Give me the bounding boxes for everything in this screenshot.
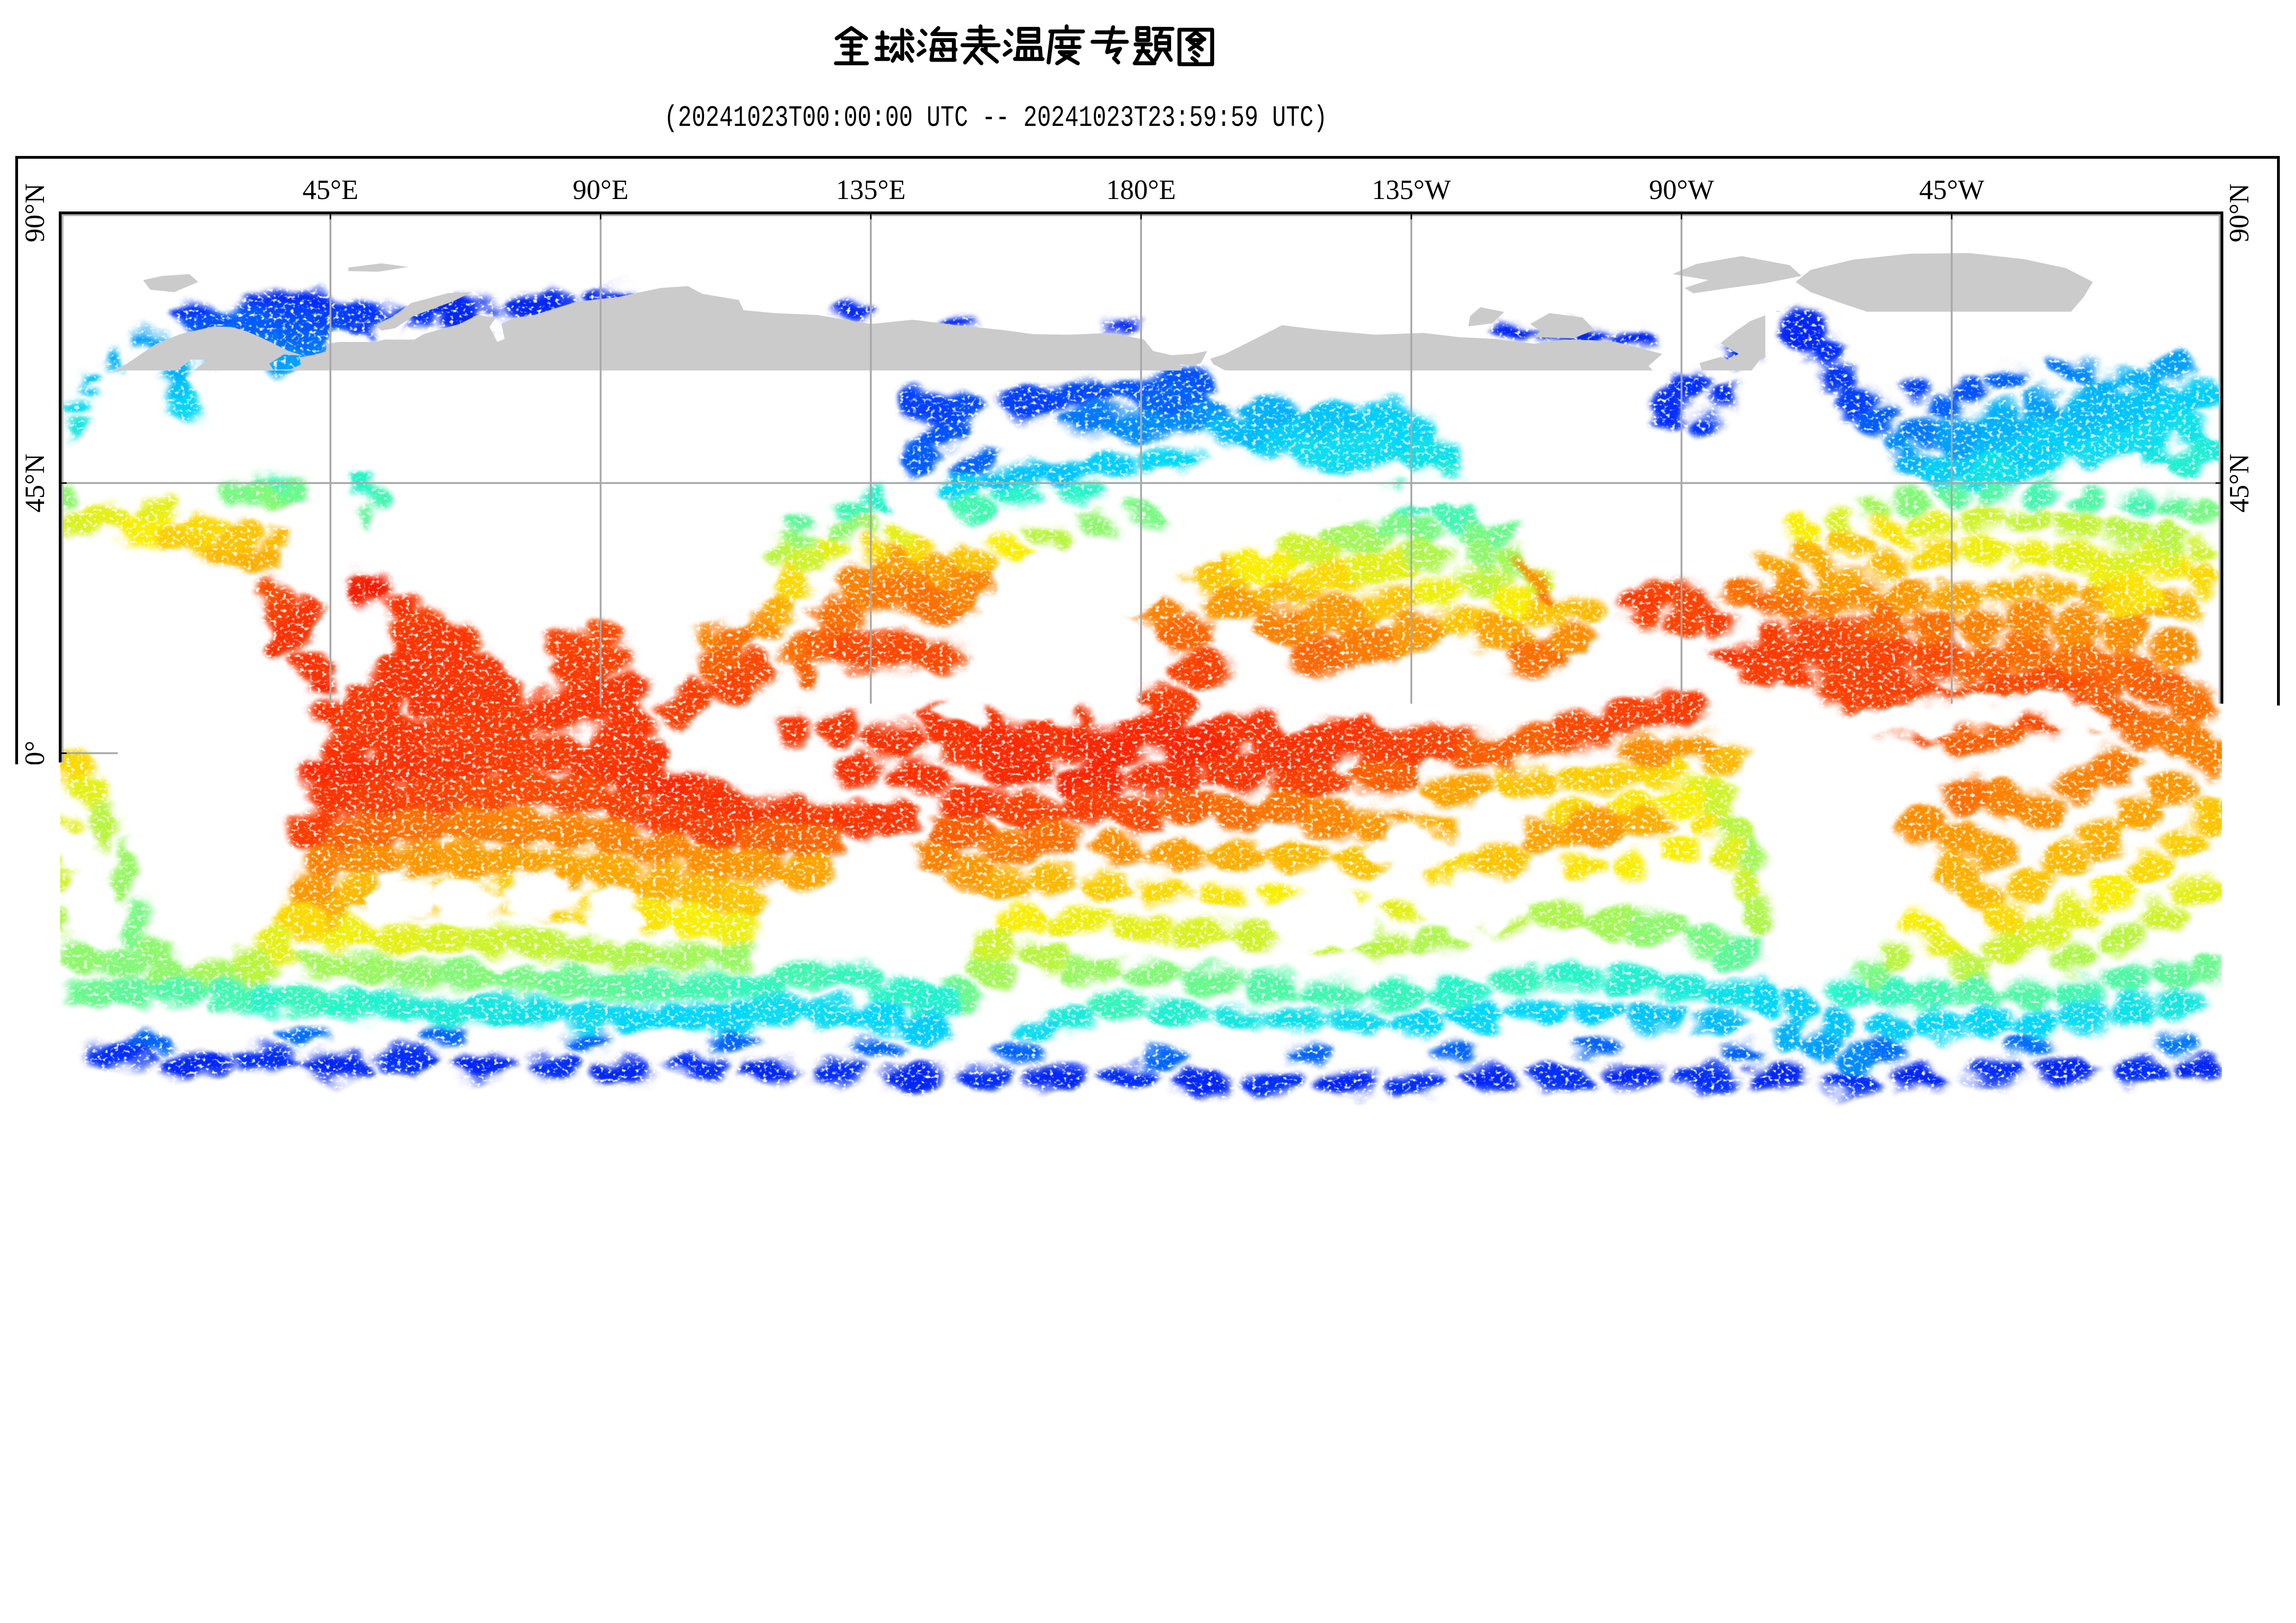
svg-text:90°E: 90°E xyxy=(573,1303,629,1333)
svg-text:45°N: 45°N xyxy=(2224,454,2254,512)
svg-text:28: 28 xyxy=(1426,1424,1455,1456)
svg-text:90°N: 90°N xyxy=(19,183,50,242)
svg-text:180°E: 180°E xyxy=(1106,174,1176,205)
svg-text:4: 4 xyxy=(772,1424,786,1456)
svg-text:22: 22 xyxy=(1260,1424,1289,1456)
svg-text:90°W: 90°W xyxy=(1649,1303,1714,1333)
svg-text:45°S: 45°S xyxy=(19,996,50,1051)
svg-text:45°E: 45°E xyxy=(302,1303,358,1333)
svg-text:45°W: 45°W xyxy=(1919,1303,1984,1333)
svg-text:90°N: 90°N xyxy=(2224,183,2254,242)
svg-text:135°W: 135°W xyxy=(1372,1303,1451,1333)
svg-text:90°S: 90°S xyxy=(2224,1266,2254,1320)
svg-text:90°E: 90°E xyxy=(573,174,629,205)
svg-text:2024: 2024 xyxy=(302,1563,356,1591)
svg-text:45°S: 45°S xyxy=(2224,996,2254,1051)
svg-text:(20241023T00:00:00 UTC -- 2024: (20241023T00:00:00 UTC -- 20241023T23:59… xyxy=(664,102,1328,135)
svg-text:45°N: 45°N xyxy=(19,454,50,512)
svg-text:1: 1 xyxy=(1191,1563,1204,1591)
svg-text:45°E: 45°E xyxy=(302,174,358,205)
svg-text:16: 16 xyxy=(1094,1424,1123,1456)
svg-text:0°: 0° xyxy=(2224,741,2254,766)
svg-text:HY-1C: HY-1C xyxy=(1984,1493,2052,1520)
svg-text:135°W: 135°W xyxy=(1372,174,1451,205)
svg-text:NSOAS: NSOAS xyxy=(60,1534,129,1556)
svg-text:10: 10 xyxy=(930,1424,958,1456)
svg-text:90°S: 90°S xyxy=(19,1266,50,1320)
svg-text:-2: -2 xyxy=(624,1424,648,1456)
svg-text:24: 24 xyxy=(431,1563,458,1591)
svg-text:45°W: 45°W xyxy=(1919,174,1984,205)
svg-text:90°W: 90°W xyxy=(1649,174,1714,205)
svg-text:CGCS2000: CGCS2000 xyxy=(1191,1493,1298,1520)
svg-text:135°E: 135°E xyxy=(836,1303,906,1333)
svg-text:100,000,000: 100,000,000 xyxy=(1228,1563,1376,1591)
svg-text:≥ 35(°C): ≥ 35(°C) xyxy=(1600,1424,1697,1456)
svg-text:135°E: 135°E xyxy=(836,174,906,205)
svg-text:OCT: OCT xyxy=(2008,1563,2048,1591)
svg-text:180°E: 180°E xyxy=(1106,1303,1176,1333)
svg-text:10: 10 xyxy=(380,1563,407,1591)
svg-text:0°: 0° xyxy=(19,741,50,766)
